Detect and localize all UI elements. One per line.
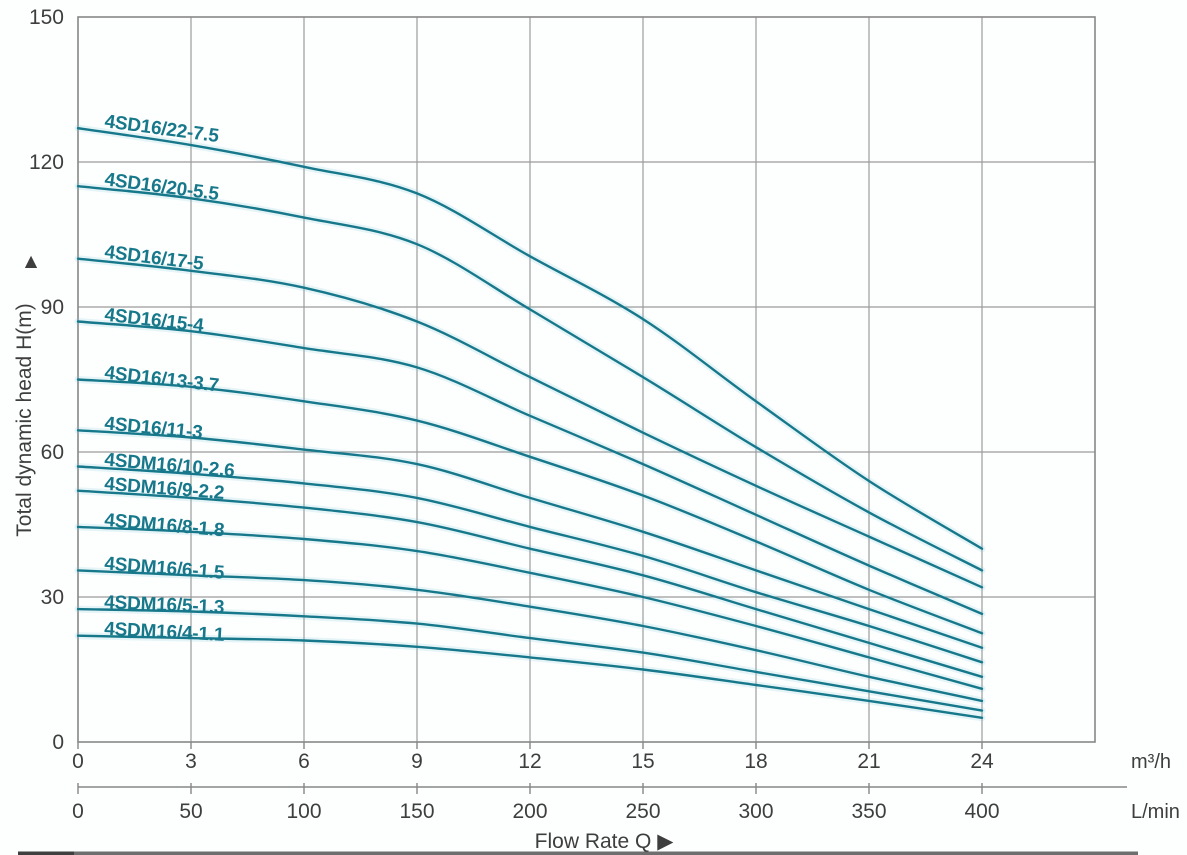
curve-4SD16/17-5: [76, 257, 984, 589]
series-label: 4SD16/15-4: [103, 305, 205, 337]
x-tick-label-lmin: 100: [286, 800, 321, 823]
curve-4SD16/22-7.5: [76, 126, 984, 550]
y-axis-arrow-icon: ▲: [21, 250, 42, 273]
x-tick-label-m3h: 9: [411, 750, 423, 773]
curve-4SD16/13-3.7: [76, 378, 984, 635]
y-axis-title: Total dynamic head H(m): [13, 303, 36, 536]
curve-4SDM16/8-1.8: [76, 525, 984, 690]
x-tick-label-lmin: 200: [512, 800, 547, 823]
curve-labels: 4SD16/22-7.54SD16/20-5.54SD16/17-54SD16/…: [103, 111, 235, 646]
curve-4SDM16/5-1.3: [76, 607, 984, 712]
y-tick-label: 150: [29, 6, 64, 29]
x-tick-label-m3h: 18: [744, 750, 767, 773]
x-tick-label-lmin: 250: [625, 800, 660, 823]
series-label: 4SD16/13-3.7: [103, 363, 219, 397]
pump-curves: [74, 124, 986, 722]
series-label: 4SD16/20-5.5: [103, 169, 220, 205]
x-tick-label-m3h: 6: [298, 750, 310, 773]
curve-4SDM16/6-1.5: [76, 569, 984, 703]
curve-4SDM16/9-2.2: [76, 489, 984, 678]
x-tick-label-lmin: 150: [399, 800, 434, 823]
x-tick-label-lmin: 300: [738, 800, 773, 823]
series-label: 4SD16/11-3: [104, 413, 204, 443]
bottom-page-edge-artifact: [18, 851, 1138, 855]
gridlines: [77, 16, 1096, 743]
curve-4SD16/11-3: [76, 429, 984, 649]
x-tick-label-m3h: 21: [857, 750, 880, 773]
y-tick-label: 90: [41, 296, 64, 319]
x-tick-label-m3h: 3: [185, 750, 197, 773]
series-label: 4SDM16/5-1.3: [104, 592, 225, 618]
curve-4SD16/20-5.5: [76, 185, 984, 572]
x-axis-secondary-unit: L/min: [1131, 801, 1180, 823]
x-tick-label-m3h: 12: [518, 750, 541, 773]
series-label: 4SDM16/4-1.1: [104, 619, 226, 646]
curve-4SDM16/4-1.1: [76, 634, 984, 719]
series-label: 4SDM16/8-1.8: [104, 510, 225, 541]
curve-4SDM16/10-2.6: [76, 465, 984, 664]
bottom-page-edge-artifact-dark: [18, 851, 74, 855]
y-tick-label: 60: [41, 441, 64, 464]
x-tick-label-m3h: 15: [631, 750, 654, 773]
x-tick-label-m3h: 0: [72, 750, 84, 773]
curve-4SD16/15-4: [76, 320, 984, 616]
x-tick-label-lmin: 400: [964, 800, 999, 823]
y-tick-label: 30: [41, 586, 64, 609]
y-tick-label: 0: [52, 731, 64, 754]
x-tick-label-m3h: 24: [970, 750, 994, 773]
axes-and-ticks: 0 30 60 90 120 150 0 3 6 9 12 15 18 21 24 0 50 100 150 200 2…: [29, 6, 1127, 823]
series-label: 4SDM16/6-1.5: [104, 553, 226, 583]
x-axis-title: Flow Rate Q ▶: [535, 830, 675, 853]
x-tick-label-lmin: 0: [72, 800, 84, 823]
x-axis-primary-unit: m³/h: [1131, 751, 1171, 773]
y-tick-label: 120: [29, 151, 64, 174]
x-tick-label-lmin: 50: [179, 800, 202, 823]
x-tick-label-lmin: 350: [851, 800, 886, 823]
